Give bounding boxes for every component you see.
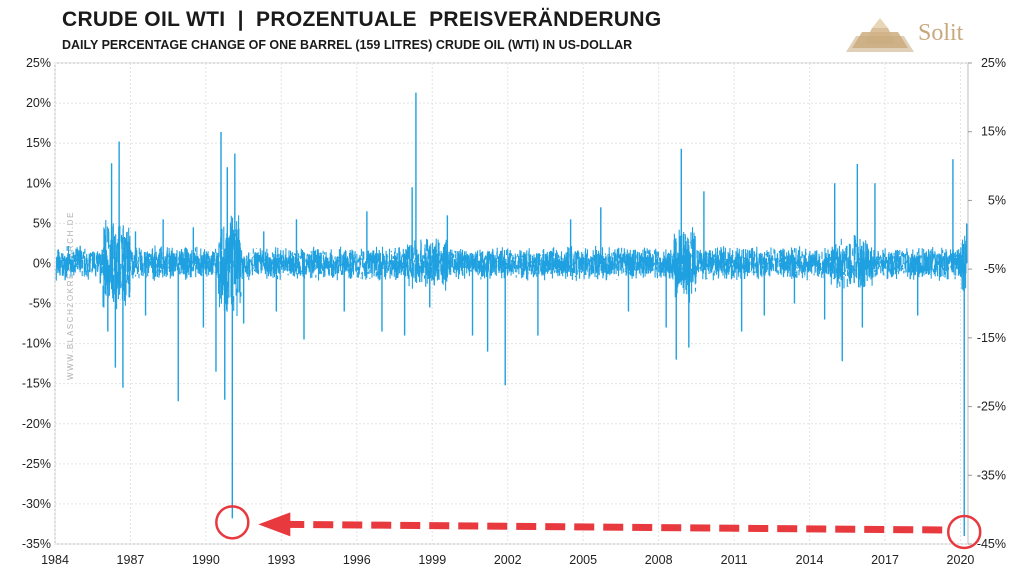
x-tick-label: 2002 [494,553,522,567]
y2-tick-label: -5% [984,262,1006,276]
x-tick-label: 2008 [645,553,673,567]
highlight-circle-1991 [215,505,250,540]
series-noise-band [55,215,967,317]
solit-logo: Solit [842,10,992,58]
x-tick-label: 2011 [721,553,748,567]
x-tick-label: 2017 [871,553,899,567]
y-tick-label: -30% [22,497,51,511]
pyramid-icon [846,18,914,52]
x-tick-label: 2020 [947,553,975,567]
y2-tick-label: 5% [988,193,1006,207]
arrow-head [258,512,291,537]
x-tick-label: 1999 [418,553,446,567]
y2-tick-label: 15% [981,125,1006,139]
y2-tick-label: -35% [977,468,1006,482]
y-tick-label: 15% [26,136,51,150]
y2-tick-label: -15% [977,331,1006,345]
y-tick-label: -25% [22,457,51,471]
chart-title: CRUDE OIL WTI | PROZENTUALE PREISVERÄNDE… [62,8,662,31]
y2-tick-label: 25% [981,56,1006,70]
x-tick-label: 1996 [343,553,371,567]
y-tick-label: -15% [22,377,51,391]
chart-subtitle: DAILY PERCENTAGE CHANGE OF ONE BARREL (1… [62,38,633,52]
x-tick-label: 1993 [267,553,295,567]
y-tick-label: 10% [26,176,51,190]
y-tick-label: 25% [26,56,51,70]
y-tick-label: 5% [33,216,51,230]
y-tick-label: -10% [22,337,51,351]
y-tick-label: -5% [29,297,51,311]
highlight-circle-2020 [946,514,982,550]
y-tick-label: 20% [26,96,51,110]
y-tick-label: -20% [22,417,51,431]
y2-tick-label: -25% [977,400,1006,414]
y2-tick-label: -45% [977,537,1006,551]
x-tick-label: 1987 [117,553,145,567]
y-tick-label: -35% [22,537,51,551]
x-tick-label: 1984 [41,553,69,567]
x-tick-label: 2005 [569,553,597,567]
x-tick-label: 1990 [192,553,220,567]
logo-text: Solit [918,20,964,46]
x-tick-label: 2014 [796,553,824,567]
dashed-arrow-line [284,520,943,534]
y-tick-label: 0% [33,256,51,270]
